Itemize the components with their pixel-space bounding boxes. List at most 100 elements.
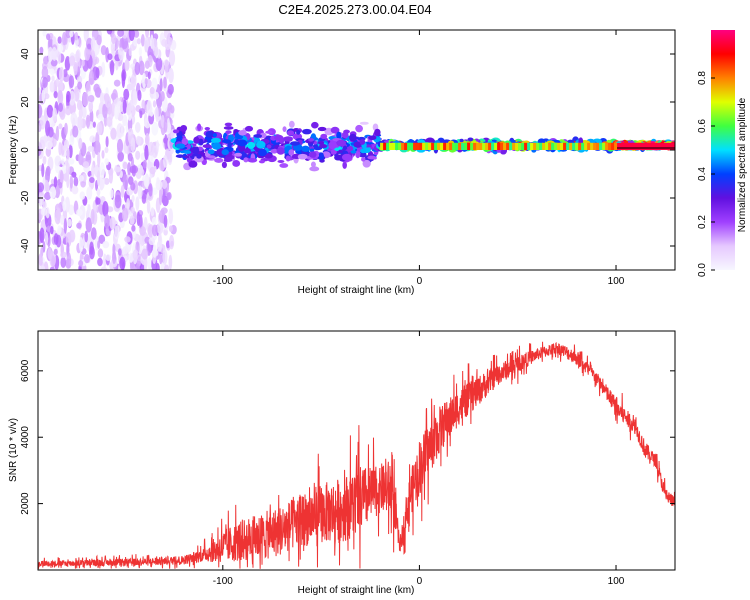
heatmap-cell xyxy=(58,66,65,83)
heatmap-cell xyxy=(581,142,585,150)
heatmap-cell xyxy=(82,161,90,169)
heatmap-cell xyxy=(76,99,82,111)
heatmap-cell xyxy=(288,120,295,128)
heatmap-cell xyxy=(149,166,156,175)
heatmap-cell xyxy=(89,241,94,255)
heatmap-cell xyxy=(113,79,121,87)
heatmap-cell xyxy=(554,142,558,150)
heatmap-cell xyxy=(238,130,247,136)
heatmap-cell xyxy=(361,157,366,162)
heatmap-cell xyxy=(659,142,663,150)
heatmap-cell xyxy=(167,192,172,201)
heatmap-cell xyxy=(151,121,159,136)
heatmap-cell xyxy=(42,201,47,209)
heatmap-cell xyxy=(656,142,660,150)
heatmap-cell xyxy=(109,188,114,199)
heatmap-cell xyxy=(72,125,79,138)
heatmap-cell xyxy=(55,125,60,141)
heatmap-cell xyxy=(41,163,45,178)
heatmap-cell xyxy=(90,227,97,240)
heatmap-cell xyxy=(38,182,45,193)
heatmap-cell xyxy=(105,254,112,261)
heatmap-cell xyxy=(506,142,510,150)
heatmap-cell xyxy=(635,142,639,150)
heatmap-cell xyxy=(296,129,301,135)
heatmap-cell xyxy=(110,127,117,140)
heatmap-cell xyxy=(42,76,48,88)
snr-panel: -100 0 100 2000 4000 6000 Height of straight … xyxy=(8,330,676,596)
heatmap-cell xyxy=(143,176,149,188)
heatmap-cell xyxy=(132,249,139,261)
heatmap-cell xyxy=(41,65,49,80)
heatmap-cell xyxy=(237,139,248,147)
heatmap-cell xyxy=(653,142,657,150)
heatmap-cell xyxy=(81,59,85,67)
y-tick-label: 6000 xyxy=(20,359,31,382)
heatmap-cell xyxy=(67,218,72,227)
heatmap-cell xyxy=(256,140,266,149)
heatmap-cell xyxy=(198,138,204,146)
heatmap-cell xyxy=(103,177,110,185)
heatmap-cell xyxy=(124,59,130,71)
heatmap-cell xyxy=(485,142,489,150)
heatmap-cell xyxy=(121,71,126,88)
heatmap-cell xyxy=(527,142,531,150)
heatmap-cell xyxy=(301,145,310,152)
heatmap-cell xyxy=(65,90,71,103)
heatmap-cell xyxy=(374,128,381,137)
heatmap-cell xyxy=(482,142,486,150)
colorbar-tick-label: 0.6 xyxy=(697,119,708,133)
heatmap-cell xyxy=(64,58,70,71)
heatmap-cell xyxy=(491,142,495,150)
heatmap-cell xyxy=(58,102,64,112)
heatmap-cell xyxy=(410,142,414,150)
heatmap-cell xyxy=(87,145,94,152)
heatmap-cell xyxy=(605,142,609,150)
heatmap-cell xyxy=(214,157,224,163)
heatmap-cell xyxy=(93,83,100,93)
colorbar-ticks: 0.0 0.2 0.4 0.6 0.8 xyxy=(697,71,715,277)
heatmap-cell xyxy=(138,47,143,57)
heatmap-cell xyxy=(184,155,190,159)
heatmap-cell xyxy=(671,142,675,150)
heatmap-cell xyxy=(611,142,615,150)
y-tick-label: 20 xyxy=(20,96,31,108)
heatmap-cell xyxy=(608,142,612,150)
heatmap-cell xyxy=(172,129,180,134)
x-tick-label: 0 xyxy=(417,276,423,287)
heatmap-cell xyxy=(144,144,149,161)
heatmap-cell xyxy=(53,248,58,256)
heatmap-cell xyxy=(96,34,102,46)
heatmap-cell xyxy=(164,133,168,150)
heatmap-cell xyxy=(258,159,265,164)
heatmap-cell xyxy=(46,33,51,41)
heatmap-cell xyxy=(93,56,100,65)
heatmap-cell xyxy=(60,158,65,166)
heatmap-cell xyxy=(398,142,402,150)
heatmap-cell xyxy=(73,61,78,76)
heatmap-cell xyxy=(358,153,367,158)
heatmap-cell xyxy=(97,257,103,267)
heatmap-cell xyxy=(130,206,135,214)
y-tick-label: 0 xyxy=(20,147,31,153)
heatmap-cell xyxy=(473,142,477,150)
heatmap-cell xyxy=(243,148,251,154)
heatmap-cell xyxy=(49,266,55,270)
heatmap-cell xyxy=(644,142,648,150)
heatmap-cell xyxy=(127,162,132,176)
heatmap-cell xyxy=(665,142,669,150)
heatmap-cell xyxy=(66,252,72,268)
heatmap-cell xyxy=(318,152,324,157)
heatmap-cell xyxy=(282,126,287,133)
heatmap-cell xyxy=(155,106,159,123)
x-tick-label: -100 xyxy=(213,276,233,287)
heatmap-cell xyxy=(212,133,217,138)
heatmap-cell xyxy=(156,240,163,252)
heatmap-cell xyxy=(207,155,216,159)
heatmap-cell xyxy=(116,138,124,154)
heatmap-cell xyxy=(64,122,68,136)
heatmap-cell xyxy=(234,152,243,157)
heatmap-cell xyxy=(163,76,167,89)
heatmap-cell xyxy=(57,50,62,65)
heatmap-cell xyxy=(94,41,100,56)
